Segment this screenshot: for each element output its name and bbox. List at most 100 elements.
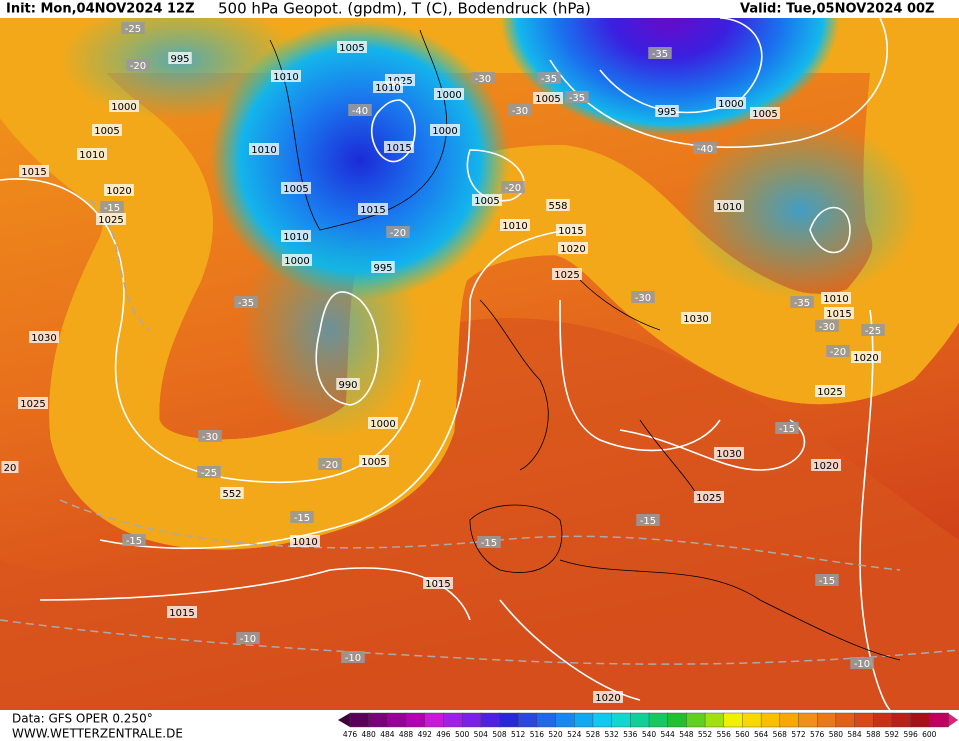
colorbar-label: 520: [548, 730, 563, 739]
colorbar-swatch: [499, 712, 519, 728]
colorbar-swatch: [873, 712, 893, 728]
isobars: [0, 17, 891, 711]
label-box: [631, 291, 655, 303]
label-box: [290, 535, 320, 547]
colorbar-label: 580: [829, 730, 844, 739]
isobar-label: 1000: [718, 99, 743, 110]
data-source: Data: GFS OPER 0.250°: [12, 712, 153, 726]
colorbar-label: 548: [679, 730, 694, 739]
isotherm-label: -15: [779, 424, 795, 435]
isobar-label: 1015: [169, 608, 194, 619]
label-box: [168, 52, 192, 64]
isotherm-label: -35: [541, 74, 557, 85]
label-box: [790, 296, 814, 308]
isobar-label: 1010: [283, 232, 308, 243]
isobar-label: 1005: [283, 184, 308, 195]
colorbar-swatch: [574, 712, 594, 728]
cold-area-atlantic: [240, 220, 420, 440]
isobar-label: 1010: [292, 537, 317, 548]
label-box: [220, 487, 244, 499]
label-box: [92, 124, 122, 136]
isotherm-label: -25: [201, 468, 217, 479]
isobar-label: 1010: [251, 145, 276, 156]
label-box: [358, 203, 388, 215]
label-box: [281, 182, 311, 194]
label-box: [648, 47, 672, 59]
isotherm-label: -35: [652, 49, 668, 60]
colorbar-swatch: [723, 712, 744, 728]
isobar-label: 1020: [560, 244, 585, 255]
label-box: [775, 422, 799, 434]
isobar-label: 1005: [361, 457, 386, 468]
label-box: [537, 72, 561, 84]
colorbar-swatch: [779, 712, 800, 728]
isobar-label: 1020: [106, 186, 131, 197]
label-box: [815, 385, 845, 397]
isobar-label: 1025: [20, 399, 45, 410]
isotherm-label: -35: [569, 93, 585, 104]
isotherm-label: -25: [865, 326, 881, 337]
isotherm-label: -10: [240, 634, 256, 645]
isotherm-label: -15: [819, 576, 835, 587]
isobar-label: 1030: [31, 333, 56, 344]
colorbar-swatch: [461, 712, 482, 728]
label-box: [546, 199, 570, 211]
label-box: [434, 88, 464, 100]
colorbar-swatch: [592, 712, 613, 728]
label-box: [815, 574, 839, 586]
label-box: [121, 22, 145, 34]
isobar-label: 1010: [375, 83, 400, 94]
label-box: [693, 142, 717, 154]
label-box: [716, 97, 746, 109]
label-box: [811, 459, 841, 471]
colorbar-swatch: [910, 712, 931, 728]
label-box: [423, 577, 453, 589]
label-box: [282, 254, 312, 266]
isobar-label: 1000: [111, 102, 136, 113]
colorbar-label: 488: [399, 730, 414, 739]
label-box: [318, 458, 342, 470]
cold-area-east: [680, 120, 920, 300]
isotherm-label: -20: [505, 183, 521, 194]
isobar-label: 1020: [813, 461, 838, 472]
colorbar-swatch: [854, 712, 874, 728]
isobar-label: 1010: [273, 72, 298, 83]
isobar-label: 995: [657, 107, 676, 118]
warm-region: [0, 318, 959, 710]
label-box: [430, 124, 460, 136]
label-box: [249, 143, 279, 155]
isobar-label: 1025: [817, 387, 842, 398]
isotherm-label: -30: [475, 74, 491, 85]
label-box: [109, 100, 139, 112]
label-box: [19, 165, 49, 177]
isotherm-label: -10: [854, 659, 870, 670]
isotherm-label: -30: [512, 106, 528, 117]
isobar-label: 1020: [595, 693, 620, 704]
isobar-label: 1005: [474, 196, 499, 207]
isobar-label: 990: [338, 380, 357, 391]
colorbar-label: 500: [455, 730, 470, 739]
colorbar-swatch: [517, 712, 538, 728]
isobar-label: 1015: [558, 226, 583, 237]
colorbar-label: 596: [903, 730, 918, 739]
colorbar-swatch: [704, 712, 725, 728]
isotherm-label: -40: [697, 144, 713, 155]
colorbar-swatch: [387, 712, 407, 728]
label-box: [593, 691, 623, 703]
label-box: [373, 81, 403, 93]
label-box: [826, 345, 850, 357]
isobar-label: 20: [4, 463, 17, 474]
colorbar-label: 528: [586, 730, 601, 739]
label-box: [384, 141, 414, 153]
label-box: [290, 511, 314, 523]
label-box: [558, 242, 588, 254]
colorbar-label: 576: [810, 730, 825, 739]
label-box: [533, 92, 563, 104]
colorbar-label: 532: [604, 730, 619, 739]
label-box: [104, 184, 134, 196]
colorbar-swatch: [798, 712, 818, 728]
isobar-label: 1005: [94, 126, 119, 137]
colorbar-swatch: [742, 712, 762, 728]
